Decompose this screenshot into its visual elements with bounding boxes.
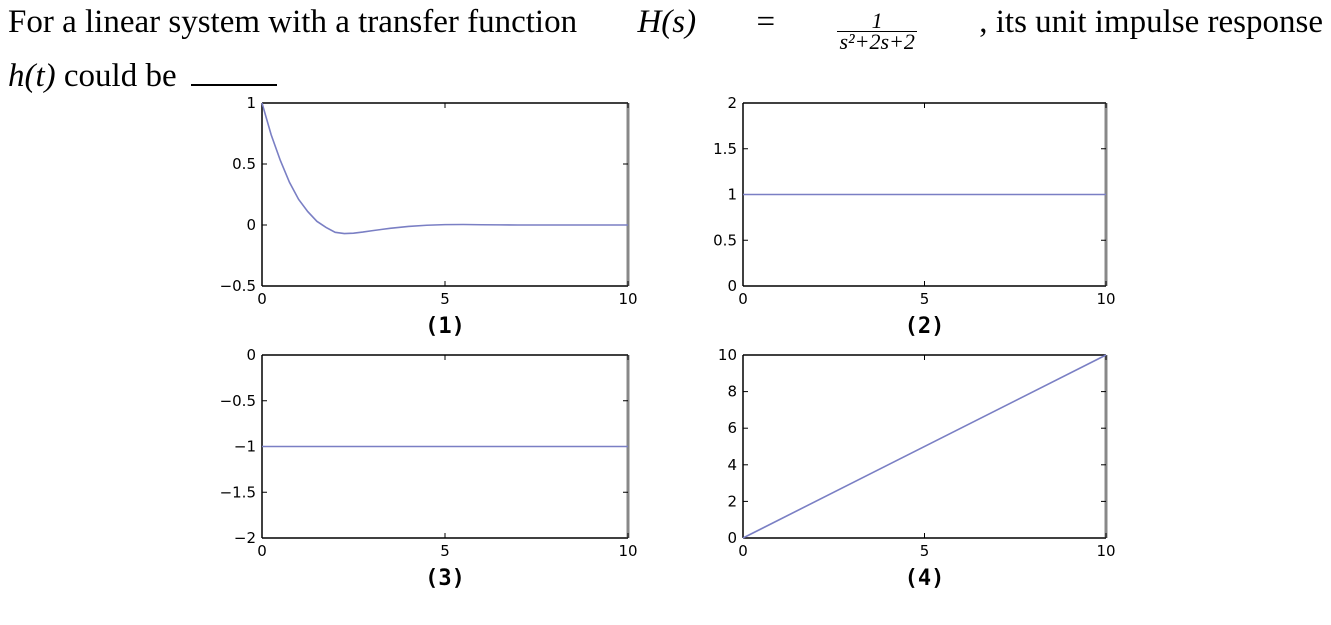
plot-2-xtick-label: 5 <box>920 290 930 308</box>
fraction-numerator: 1 <box>837 10 917 32</box>
plot-4-xtick-label: 0 <box>738 542 748 560</box>
plot-4: 0 5 10 0 2 4 6 8 10 (4) <box>718 346 1116 591</box>
question-after-fraction: , its unit impulse response <box>979 4 1323 40</box>
plot-3-caption: (3) <box>425 566 465 591</box>
plot-1-series-line <box>261 102 628 235</box>
plot-2-ytick-label: 0.5 <box>713 231 737 249</box>
plot-2: 0 5 10 0 0.5 1 1.5 2 (2) <box>713 94 1115 339</box>
plot-1-caption: (1) <box>425 314 465 339</box>
plot-1-xtick-label: 10 <box>618 290 637 308</box>
plot-2-xtick-label: 0 <box>738 290 748 308</box>
plot-2-ytick-label: 1 <box>727 186 737 204</box>
plot-2-ytick-label: 0 <box>727 277 737 295</box>
plot-3-xtick-label: 5 <box>440 542 450 560</box>
question-tail: could be <box>63 58 177 94</box>
plot-3-xtick-label: 10 <box>618 542 637 560</box>
plot-1-xtick-label: 5 <box>440 290 450 308</box>
plot-3-ytick-label: −1 <box>234 438 256 456</box>
plot-4-xtick-label: 10 <box>1096 542 1115 560</box>
fraction-denominator: s²+2s+2 <box>839 29 915 54</box>
question-intro: For a linear system with a transfer func… <box>8 4 578 40</box>
plot-3-xtick-label: 0 <box>257 542 267 560</box>
transfer-function-fraction: 1 s²+2s+2 <box>837 10 917 54</box>
plot-1-ytick-label: 1 <box>246 94 256 112</box>
plot-2-ytick-label: 2 <box>727 94 737 112</box>
plot-3-ytick-label: 0 <box>246 346 256 364</box>
plot-2-xtick-label: 10 <box>1096 290 1115 308</box>
plot-4-ytick-label: 10 <box>718 346 737 364</box>
impulse-response-symbol: h(t) <box>8 58 56 94</box>
plot-1-ytick-label: 0.5 <box>232 155 256 173</box>
plot-2-ytick-label: 1.5 <box>713 140 737 158</box>
question-text: For a linear system with a transfer func… <box>8 2 1323 96</box>
transfer-function-name: H(s) <box>637 4 697 40</box>
plot-3: 0 5 10 −2 −1.5 −1 −0.5 0 (3) <box>220 346 638 591</box>
plot-1-ytick-label: −0.5 <box>220 277 256 295</box>
equals-sign: = <box>756 4 776 40</box>
plot-4-ytick-label: 8 <box>727 383 737 401</box>
question-line-2: h(t) could be <box>8 56 1323 96</box>
question-line-1: For a linear system with a transfer func… <box>8 2 1323 56</box>
plot-1-xtick-label: 0 <box>257 290 267 308</box>
plot-1: 0 5 10−0.500.51(1) <box>220 94 638 339</box>
plot-4-ytick-label: 0 <box>727 529 737 547</box>
plot-4-ytick-label: 2 <box>727 492 737 510</box>
answer-blank[interactable] <box>190 58 277 86</box>
plot-2-caption: (2) <box>905 314 945 339</box>
plot-1-ytick-label: 0 <box>246 216 256 234</box>
plot-4-xtick-label: 5 <box>920 542 930 560</box>
plot-4-ytick-label: 4 <box>727 456 737 474</box>
plot-4-series-line <box>742 354 1107 539</box>
plot-4-ytick-label: 6 <box>727 419 737 437</box>
plot-3-ytick-label: −0.5 <box>220 392 256 410</box>
plot-3-ytick-label: −2 <box>234 529 256 547</box>
plot-3-ytick-label: −1.5 <box>220 483 256 501</box>
plot-4-caption: (4) <box>905 566 945 591</box>
